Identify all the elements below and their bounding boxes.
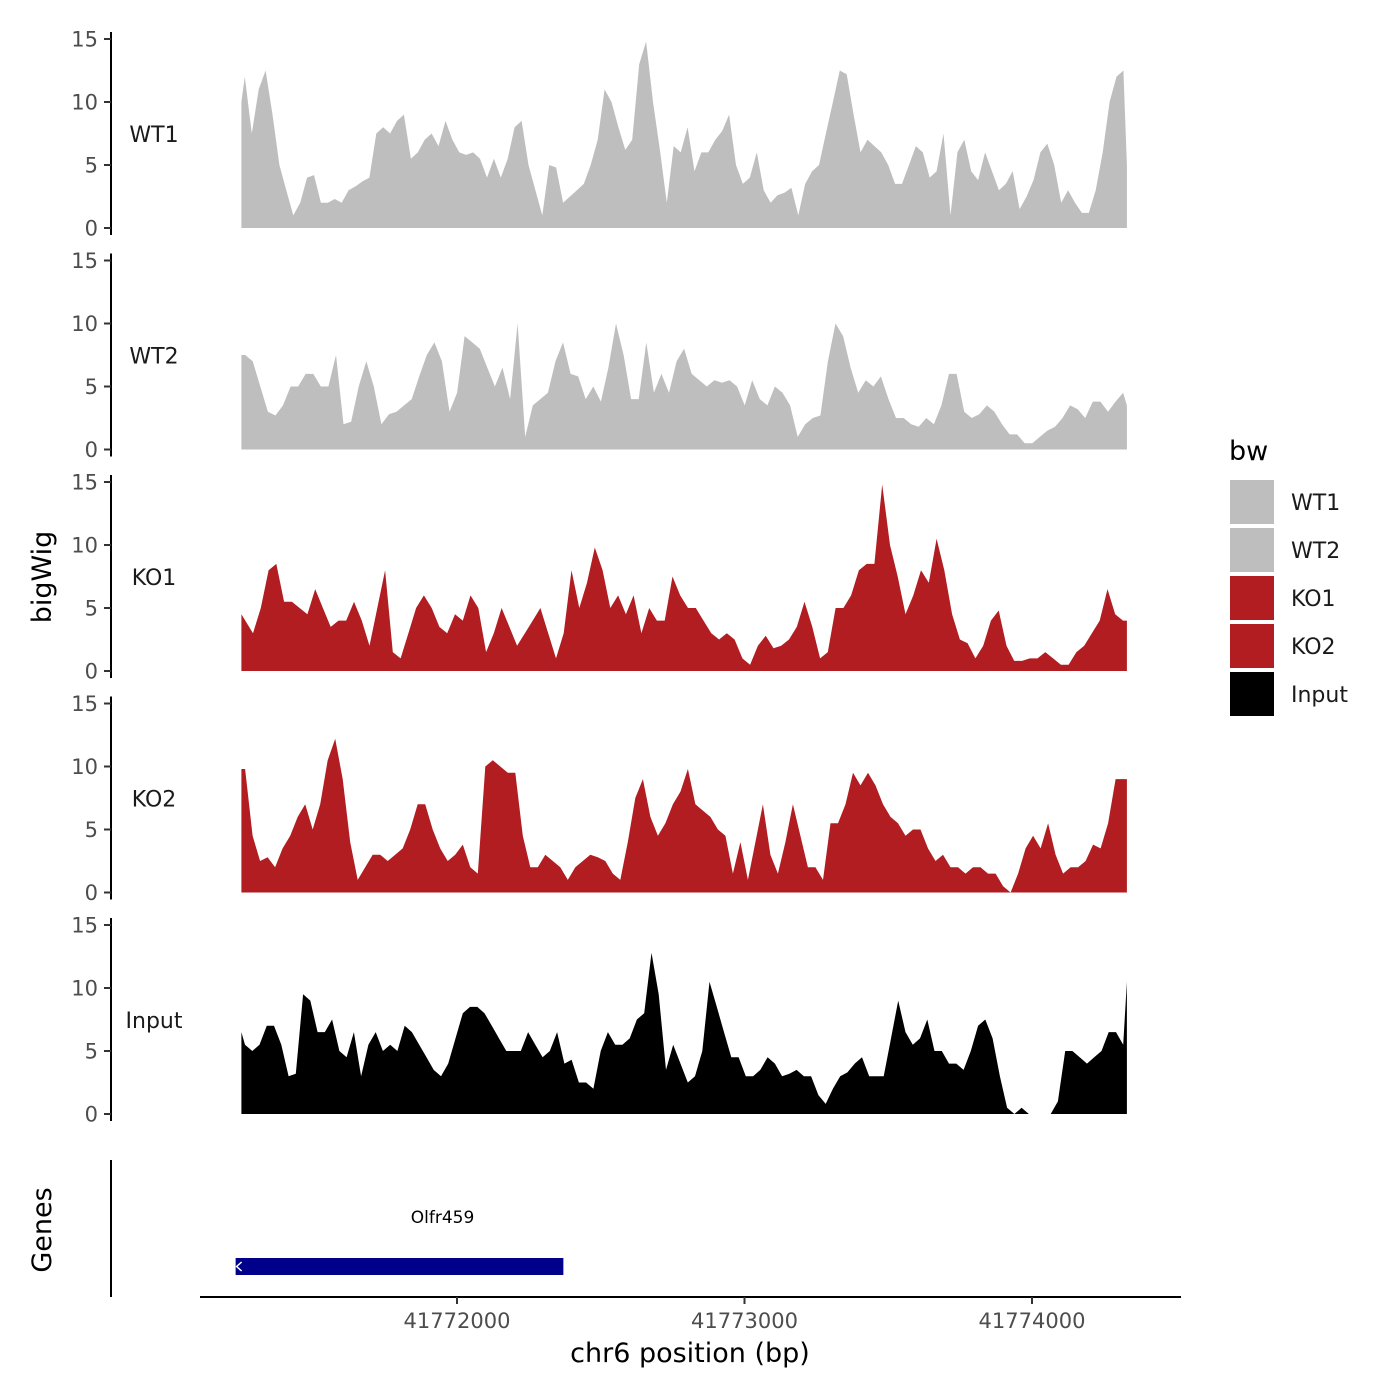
gene-label: Olfr459 <box>411 1208 475 1228</box>
coverage-tracks: 0 5 10 15 WT1 0 5 10 15 WT2 0 5 10 15 KO1 0 5 10 15 KO2 0 5 10… <box>71 28 1127 1127</box>
legend: bw WT1 WT2 KO1 KO2 Input <box>1229 436 1348 716</box>
y-tick-label: 15 <box>71 692 98 716</box>
legend-label-wt2: WT2 <box>1291 539 1340 564</box>
track-wt1: 0 5 10 15 WT1 <box>71 28 1127 241</box>
track-input: 0 5 10 15 Input <box>71 914 1127 1127</box>
y-tick-label: 10 <box>71 977 98 1001</box>
track-label-wt1: WT1 <box>129 123 178 148</box>
legend-key-ko1 <box>1230 576 1274 620</box>
legend-key-wt1 <box>1230 480 1274 524</box>
coverage-area-ko2 <box>241 738 1127 893</box>
track-label-ko2: KO2 <box>132 788 177 813</box>
y-tick-label: 0 <box>85 217 98 241</box>
y-tick-label: 0 <box>85 660 98 684</box>
y-tick-label: 10 <box>71 312 98 336</box>
y-axis-title: bigWig <box>27 531 58 624</box>
track-label-input: Input <box>126 1009 183 1034</box>
coverage-area-ko1 <box>241 484 1127 671</box>
track-ko1: 0 5 10 15 KO1 <box>71 471 1127 684</box>
y-tick-label: 0 <box>85 1103 98 1127</box>
legend-label-wt1: WT1 <box>1291 491 1340 516</box>
x-axis-title: chr6 position (bp) <box>570 1338 810 1369</box>
coverage-area-wt2 <box>241 323 1127 450</box>
legend-label-input: Input <box>1291 683 1348 708</box>
y-tick-label: 5 <box>85 597 98 621</box>
y-tick-label: 5 <box>85 154 98 178</box>
track-label-ko1: KO1 <box>132 566 177 591</box>
gene-track: Genes Olfr459 <box>27 1160 564 1297</box>
legend-label-ko1: KO1 <box>1291 587 1336 612</box>
y-tick-label: 10 <box>71 91 98 115</box>
coverage-area-wt1 <box>241 41 1127 228</box>
y-tick-label: 5 <box>85 1040 98 1064</box>
gene-body <box>235 1258 564 1275</box>
x-tick-label: 41772000 <box>404 1309 511 1333</box>
legend-key-ko2 <box>1230 624 1274 668</box>
track-wt2: 0 5 10 15 WT2 <box>71 249 1127 462</box>
x-tick-label: 41773000 <box>691 1309 798 1333</box>
x-tick-label: 41774000 <box>979 1309 1086 1333</box>
gene-strand-arrow <box>235 1261 243 1272</box>
y-tick-label: 0 <box>85 881 98 905</box>
track-ko2: 0 5 10 15 KO2 <box>71 692 1127 905</box>
y-tick-label: 15 <box>71 249 98 273</box>
y-tick-label: 10 <box>71 534 98 558</box>
legend-label-ko2: KO2 <box>1291 635 1336 660</box>
x-axis: chr6 position (bp) 41772000 41773000 41774… <box>200 1296 1181 1369</box>
y-tick-label: 5 <box>85 375 98 399</box>
track-label-wt2: WT2 <box>129 345 178 370</box>
y-tick-label: 15 <box>71 914 98 938</box>
gene-track-label: Genes <box>27 1187 58 1272</box>
y-tick-label: 15 <box>71 471 98 495</box>
coverage-area-input <box>241 952 1127 1114</box>
legend-key-input <box>1230 672 1274 716</box>
y-tick-label: 15 <box>71 28 98 52</box>
gene-olfr459: Olfr459 <box>235 1208 564 1275</box>
y-tick-label: 0 <box>85 438 98 462</box>
legend-title: bw <box>1229 436 1268 467</box>
y-tick-label: 10 <box>71 755 98 779</box>
y-tick-label: 5 <box>85 818 98 842</box>
legend-key-wt2 <box>1230 528 1274 572</box>
